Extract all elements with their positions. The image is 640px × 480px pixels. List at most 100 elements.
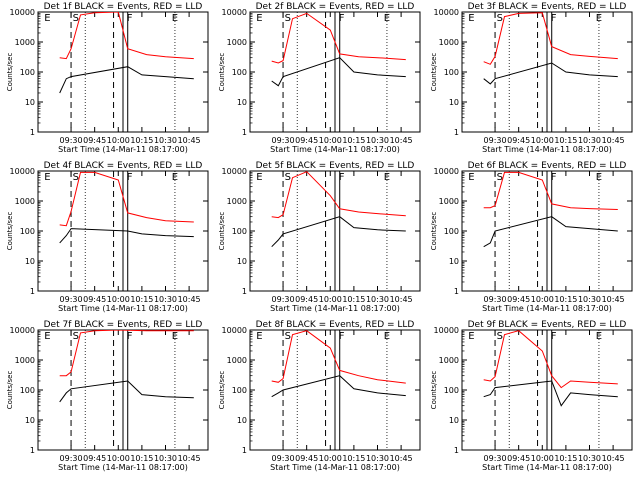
x-tick-label: 10:45 xyxy=(602,454,625,463)
x-axis-label: Start Time (14-Mar-11 08:17:00) xyxy=(482,145,612,154)
x-tick-label: 09:45 xyxy=(295,454,318,463)
series-black-line xyxy=(59,228,194,244)
y-tick-label: 100 xyxy=(20,68,35,77)
y-tick-label: 1000 xyxy=(439,38,459,47)
x-axis-label: Start Time (14-Mar-11 08:17:00) xyxy=(58,304,188,313)
phase-marker: F xyxy=(551,13,557,24)
phase-marker: E xyxy=(468,172,474,183)
x-axis-label: Start Time (14-Mar-11 08:17:00) xyxy=(58,145,188,154)
series-red-line xyxy=(59,330,194,377)
y-tick-label: 10000 xyxy=(10,326,35,335)
phase-marker: E xyxy=(172,331,178,342)
y-tick-label: 1000 xyxy=(227,197,247,206)
panel-5: Det 5f BLACK = Events, RED = LLD 1 10 100 10… xyxy=(218,161,421,313)
phase-marker: E xyxy=(256,172,262,183)
x-tick-label: 10:45 xyxy=(390,454,413,463)
x-tick-label: 09:45 xyxy=(507,454,530,463)
phase-marker: S xyxy=(73,172,79,183)
x-tick-label: 09:45 xyxy=(83,454,106,463)
y-axis-label: Counts/sec xyxy=(430,371,438,410)
series-red-line xyxy=(483,330,618,389)
phase-marker: F xyxy=(551,172,557,183)
x-tick-label: 10:15 xyxy=(554,454,577,463)
series-red-line xyxy=(271,330,406,384)
x-tick-label: 10:15 xyxy=(130,454,153,463)
y-tick-label: 10 xyxy=(25,98,35,107)
x-tick-label: 10:30 xyxy=(366,136,389,145)
x-tick-label: 10:00 xyxy=(531,454,554,463)
x-axis-label: Start Time (14-Mar-11 08:17:00) xyxy=(482,304,612,313)
x-tick-label: 10:00 xyxy=(107,136,130,145)
y-tick-label: 10 xyxy=(449,416,459,425)
phase-marker: F xyxy=(339,331,345,342)
series-red-line xyxy=(59,171,194,227)
x-tick-label: 10:30 xyxy=(366,454,389,463)
panel-7: Det 7f BLACK = Events, RED = LLD 1 10 100 10… xyxy=(6,320,209,472)
x-tick-label: 10:30 xyxy=(578,454,601,463)
y-tick-label: 1000 xyxy=(15,38,35,47)
series-black-line xyxy=(271,375,406,398)
panel-title: Det 9f BLACK = Events, RED = LLD xyxy=(468,320,627,330)
x-tick-label: 10:45 xyxy=(178,136,201,145)
panel-title: Det 8f BLACK = Events, RED = LLD xyxy=(256,320,415,330)
series-red-line xyxy=(483,12,618,65)
phase-marker: E xyxy=(596,331,602,342)
x-tick-label: 10:15 xyxy=(130,295,153,304)
y-axis-label: Counts/sec xyxy=(218,212,226,251)
phase-marker: E xyxy=(596,13,602,24)
y-tick-label: 100 xyxy=(444,68,459,77)
x-tick-label: 10:30 xyxy=(578,295,601,304)
y-tick-label: 10000 xyxy=(222,326,247,335)
x-tick-label: 10:15 xyxy=(342,295,365,304)
x-tick-label: 10:15 xyxy=(342,136,365,145)
x-tick-label: 09:45 xyxy=(507,136,530,145)
x-tick-label: 09:45 xyxy=(83,295,106,304)
panel-6: Det 6f BLACK = Events, RED = LLD 1 10 100 10… xyxy=(430,161,633,313)
phase-marker: E xyxy=(44,172,50,183)
panel-title: Det 4f BLACK = Events, RED = LLD xyxy=(44,161,203,171)
phase-marker: S xyxy=(497,13,503,24)
panel-4: Det 4f BLACK = Events, RED = LLD 1 10 100 10… xyxy=(6,161,209,313)
y-tick-label: 100 xyxy=(20,386,35,395)
phase-marker: S xyxy=(73,13,79,24)
series-black-line xyxy=(271,57,406,87)
x-tick-label: 10:45 xyxy=(178,295,201,304)
y-tick-label: 1 xyxy=(242,287,247,296)
x-axis-label: Start Time (14-Mar-11 08:17:00) xyxy=(270,463,400,472)
phase-marker: E xyxy=(384,331,390,342)
x-tick-label: 10:00 xyxy=(107,454,130,463)
phase-marker: E xyxy=(44,331,50,342)
x-tick-label: 09:30 xyxy=(60,295,83,304)
y-axis-label: Counts/sec xyxy=(430,212,438,251)
y-axis-label: Counts/sec xyxy=(6,53,14,92)
x-tick-label: 09:45 xyxy=(507,295,530,304)
x-axis-label: Start Time (14-Mar-11 08:17:00) xyxy=(270,304,400,313)
y-tick-label: 100 xyxy=(444,386,459,395)
y-tick-label: 1 xyxy=(242,446,247,455)
y-axis-label: Counts/sec xyxy=(430,53,438,92)
panel-title: Det 2f BLACK = Events, RED = LLD xyxy=(256,2,415,12)
phase-marker: E xyxy=(384,13,390,24)
y-tick-label: 1000 xyxy=(15,197,35,206)
x-axis-label: Start Time (14-Mar-11 08:17:00) xyxy=(58,463,188,472)
y-tick-label: 1000 xyxy=(439,356,459,365)
y-tick-label: 100 xyxy=(232,227,247,236)
y-tick-label: 1 xyxy=(454,128,459,137)
x-tick-label: 10:00 xyxy=(319,295,342,304)
panel-2: Det 2f BLACK = Events, RED = LLD 1 10 100 10… xyxy=(218,2,421,154)
x-tick-label: 10:45 xyxy=(390,295,413,304)
panel-title: Det 6f BLACK = Events, RED = LLD xyxy=(468,161,627,171)
y-tick-label: 1000 xyxy=(227,356,247,365)
x-tick-label: 10:45 xyxy=(178,454,201,463)
phase-marker: S xyxy=(285,172,291,183)
y-tick-label: 10000 xyxy=(10,167,35,176)
phase-marker: E xyxy=(468,331,474,342)
phase-marker: E xyxy=(384,172,390,183)
panel-title: Det 5f BLACK = Events, RED = LLD xyxy=(256,161,415,171)
y-tick-label: 100 xyxy=(232,386,247,395)
y-axis-label: Counts/sec xyxy=(218,371,226,410)
series-black-line xyxy=(59,380,194,403)
x-tick-label: 10:15 xyxy=(554,136,577,145)
panel-3: Det 3f BLACK = Events, RED = LLD 1 10 100 10… xyxy=(430,2,633,154)
panel-8: Det 8f BLACK = Events, RED = LLD 1 10 100 10… xyxy=(218,320,421,472)
